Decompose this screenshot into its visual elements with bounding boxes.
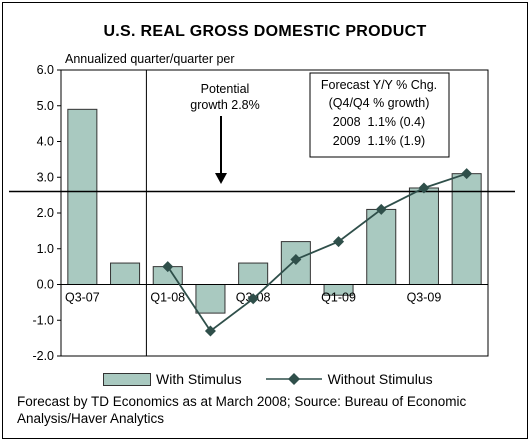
legend-bar-label: With Stimulus [156, 371, 242, 387]
x-tick-label: Q3-09 [407, 291, 442, 305]
chart-legend: With Stimulus Without Stimulus [103, 370, 455, 388]
x-tick-label: Q1-08 [150, 291, 185, 305]
marker-q2-08 [204, 325, 216, 337]
bar-q2-08 [195, 284, 226, 314]
bar-q2-09 [366, 208, 397, 285]
marker-q4-09 [461, 168, 473, 180]
source-note: Forecast by TD Economics as at March 200… [17, 394, 467, 426]
bar-q3-08 [238, 262, 269, 285]
forecast-box [309, 72, 450, 158]
y-tick-label: 4.0 [37, 135, 54, 149]
bar-q3-09 [408, 187, 439, 286]
bar-q3-07 [67, 108, 98, 285]
bar-q4-09 [451, 173, 482, 285]
y-tick-label: 6.0 [37, 63, 54, 77]
y-tick-label: 3.0 [37, 170, 54, 184]
y-tick-label: 0.0 [37, 278, 54, 292]
marker-q4-08 [290, 253, 302, 265]
chart-svg: 6.0 5.0 4.0 3.0 2.0 1.0 0.0 -1.0 -2.0 Q3-07 Q1-08 Q… [9, 52, 515, 363]
without-stimulus-line [167, 172, 467, 333]
y-tick-label: -1.0 [32, 313, 54, 327]
x-tick-label: Q1-09 [321, 291, 356, 305]
marker-q2-09 [375, 203, 387, 215]
marker-q3-09 [418, 182, 430, 194]
legend-bar-swatch [103, 372, 151, 386]
x-tick-label: Q3-07 [65, 291, 100, 305]
potential-label-line2: growth 2.8% [190, 98, 259, 112]
y-tick-label: 1.0 [37, 242, 54, 256]
potential-label-line1: Potential [201, 82, 250, 96]
forecast-line1: Forecast Y/Y % Chg. [321, 78, 437, 92]
legend-line-swatch [265, 373, 322, 385]
bar-q4-07 [110, 262, 141, 285]
marker-q1-08 [162, 261, 174, 273]
forecast-line3: 2008 1.1% (0.4) [333, 115, 425, 129]
legend-line-label: Without Stimulus [327, 371, 433, 387]
chart-title: U.S. REAL GROSS DOMESTIC PRODUCT [103, 23, 427, 40]
y-tick-label: -2.0 [32, 349, 54, 363]
y-tick-label: 2.0 [37, 206, 54, 220]
legend-item-with-stimulus: With Stimulus [103, 371, 242, 387]
marker-q3-08 [247, 293, 259, 305]
potential-arrow-head [215, 173, 227, 184]
forecast-line2: (Q4/Q4 % growth) [329, 96, 430, 110]
forecast-line4: 2009 1.1% (1.9) [333, 134, 425, 148]
marker-q1-09 [333, 236, 345, 248]
y-tick-label: 5.0 [37, 99, 54, 113]
legend-item-without-stimulus: Without Stimulus [264, 371, 433, 387]
chart-frame: U.S. REAL GROSS DOMESTIC PRODUCT 6.0 5.0 4… [2, 2, 528, 439]
y-axis-label: Annualized quarter/quarter per [65, 52, 235, 66]
